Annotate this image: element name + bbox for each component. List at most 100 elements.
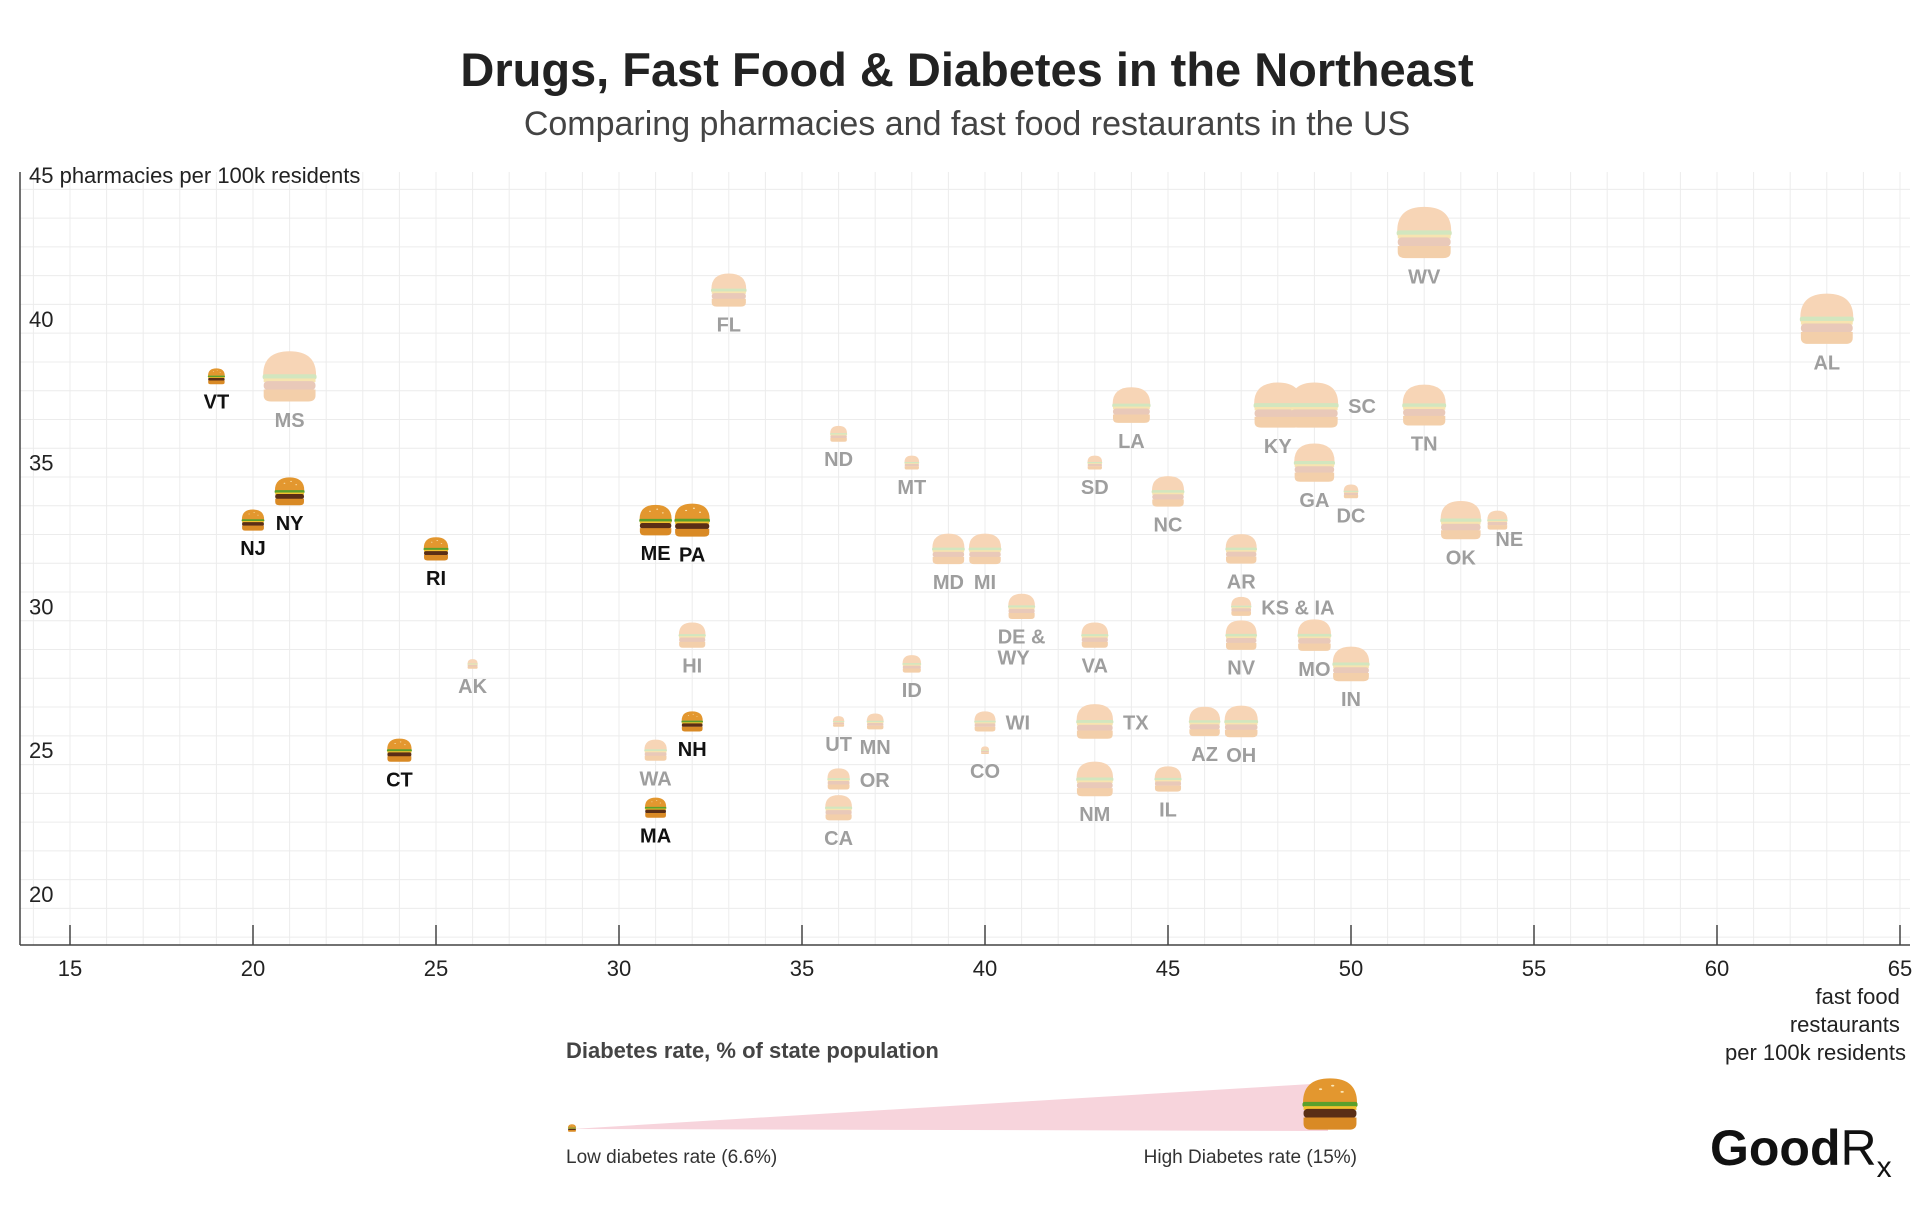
burger-icon (1230, 596, 1252, 616)
burger-icon (1112, 387, 1151, 423)
point-ar: AR (1225, 534, 1258, 593)
point-mt: MT (897, 455, 926, 499)
y-tick-label: 30 (29, 594, 53, 619)
point-label: AR (1227, 571, 1256, 593)
point-nh: NH (678, 711, 707, 761)
burger-icon (980, 746, 990, 754)
point-label: ND (824, 449, 853, 471)
point-label: VT (204, 392, 230, 414)
burger-icon (1151, 476, 1185, 507)
x-tick-label: 65 (1888, 956, 1912, 981)
burger-icon (1440, 500, 1482, 540)
burger-icon (1297, 619, 1332, 651)
x-tick-label: 25 (424, 956, 448, 981)
point-label: RI (426, 568, 446, 590)
point-vt: VT (204, 368, 230, 414)
burger-icon (1154, 766, 1182, 792)
point-tx: TX (1076, 704, 1149, 739)
legend-high-label: High Diabetes rate (15%) (1144, 1147, 1357, 1168)
point-label: NJ (240, 538, 266, 560)
x-axis-label: fast food restaurants per 100k residents (1725, 984, 1906, 1065)
point-label: SC (1348, 396, 1376, 418)
y-tick-labels: 20 25 30 35 40 (29, 307, 53, 907)
point-label: NY (276, 513, 304, 535)
point-label: LA (1118, 431, 1145, 453)
point-nv: NV (1225, 620, 1258, 680)
point-label: TN (1411, 434, 1438, 456)
point-label: PA (679, 545, 705, 567)
burger-icon (825, 795, 853, 821)
point-label: ID (902, 680, 922, 702)
burger-icon (262, 351, 317, 402)
burger-icon (644, 739, 667, 761)
point-label: NM (1079, 804, 1110, 826)
burger-icon (1224, 705, 1259, 738)
burger-icon (832, 716, 845, 727)
point-label: MN (860, 737, 891, 759)
x-tick-label: 55 (1522, 956, 1546, 981)
x-tick-label: 45 (1156, 956, 1180, 981)
point-al: AL (1799, 293, 1854, 374)
point-ks-ia: KS & IA (1230, 596, 1335, 619)
point-tn: TN (1402, 384, 1447, 456)
point-label: ME (641, 543, 671, 565)
point-label: OH (1226, 745, 1256, 767)
x-axis-label-line-2: restaurants (1790, 1012, 1900, 1037)
point-in: IN (1332, 646, 1370, 711)
point-label: UT (825, 734, 852, 756)
x-tick-labels: 15 20 25 30 35 40 45 50 55 60 65 (58, 956, 1912, 981)
burger-icon (681, 711, 703, 732)
burger-icon (974, 711, 996, 732)
burger-icon (241, 509, 265, 531)
burger-icon (423, 537, 449, 561)
point-ok: OK (1440, 500, 1482, 569)
point-label: KS & IA (1261, 597, 1334, 619)
point-label: GA (1299, 490, 1329, 512)
point-wv: WV (1396, 206, 1452, 289)
burger-icon (1081, 622, 1109, 648)
y-tick-label: 20 (29, 882, 53, 907)
legend-title: Diabetes rate, % of state population (566, 1038, 939, 1063)
point-mn: MN (860, 713, 891, 759)
point-co: CO (970, 746, 1000, 783)
point-oh: OH (1224, 705, 1259, 767)
point-label: DE & WY (997, 627, 1045, 670)
point-id: ID (902, 655, 922, 702)
point-label: FL (717, 314, 741, 336)
point-dc: DC (1337, 484, 1365, 528)
point-label: MS (275, 410, 305, 432)
point-label: NV (1227, 658, 1255, 680)
point-label: MI (974, 572, 996, 594)
burger-icon (1225, 620, 1258, 650)
point-fl: FL (711, 273, 747, 336)
point-sd: SD (1081, 455, 1109, 499)
burger-icon (1225, 534, 1258, 564)
y-tick-label: 25 (29, 738, 53, 763)
x-tick-label: 15 (58, 956, 82, 981)
point-label: HI (682, 655, 702, 677)
legend-low-label: Low diabetes rate (6.6%) (566, 1147, 777, 1168)
point-mi: MI (968, 533, 1002, 594)
burger-icon (1799, 293, 1854, 344)
burger-icon (1332, 646, 1370, 682)
point-ak: AK (458, 659, 488, 698)
point-label: IN (1341, 689, 1361, 711)
point-me: ME (639, 504, 672, 565)
x-tick-label: 60 (1705, 956, 1729, 981)
burger-icon (274, 477, 305, 506)
point-label: NC (1154, 514, 1183, 536)
point-ca: CA (824, 795, 853, 850)
y-axis-label: 45 pharmacies per 100k residents (29, 163, 360, 188)
point-label: SD (1081, 477, 1109, 499)
point-label: AK (458, 676, 487, 698)
y-tick-label: 40 (29, 307, 53, 332)
burger-icon (1087, 455, 1103, 470)
point-label: OR (860, 770, 891, 792)
point-nd: ND (824, 425, 853, 471)
burger-icon (968, 533, 1002, 565)
x-tick-label: 20 (241, 956, 265, 981)
point-label: WV (1408, 267, 1441, 289)
goodrx-logo-icon: GoodRx (1710, 1120, 1892, 1184)
burger-icon (866, 713, 884, 730)
point-ga: GA (1293, 443, 1335, 512)
